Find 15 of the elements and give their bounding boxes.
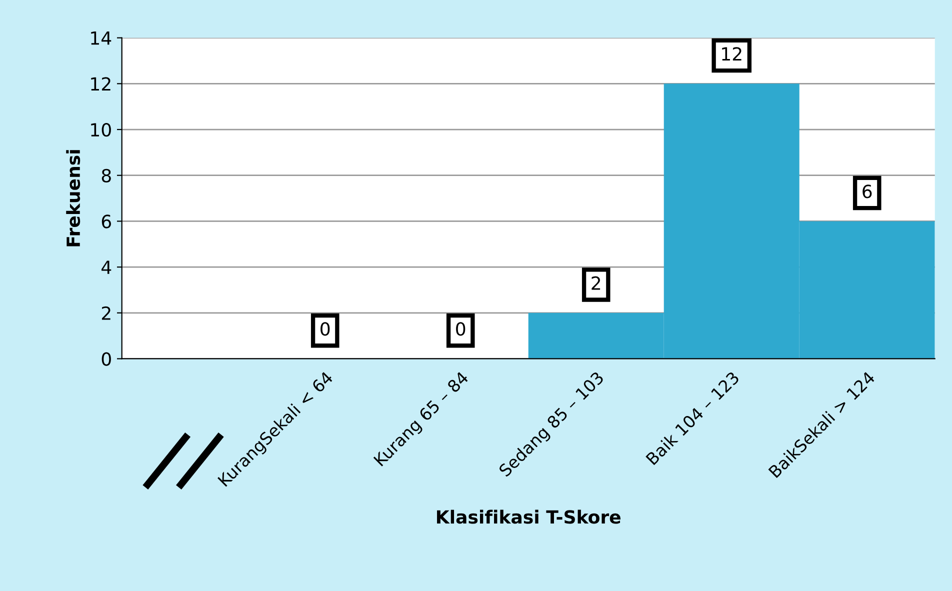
data-label: 12 <box>722 47 742 60</box>
y-tick-label: 4 <box>102 260 112 274</box>
y-tick-label: 2 <box>102 306 110 320</box>
data-label: 0 <box>320 322 330 336</box>
y-tick-label: 10 <box>91 122 111 137</box>
y-tick-label: 8 <box>102 168 111 182</box>
y-tick-label: 14 <box>91 32 112 45</box>
data-label: 2 <box>592 276 600 290</box>
y-tick-label: 0 <box>102 352 111 366</box>
data-label: 6 <box>862 184 872 198</box>
y-tick-label: 6 <box>102 214 111 228</box>
y-tick-label: 12 <box>91 77 110 91</box>
x-axis-title: Klasifikasi T-Skore <box>437 510 620 524</box>
y-axis-title: Frekuensi <box>66 150 80 246</box>
data-label: 0 <box>456 322 466 336</box>
